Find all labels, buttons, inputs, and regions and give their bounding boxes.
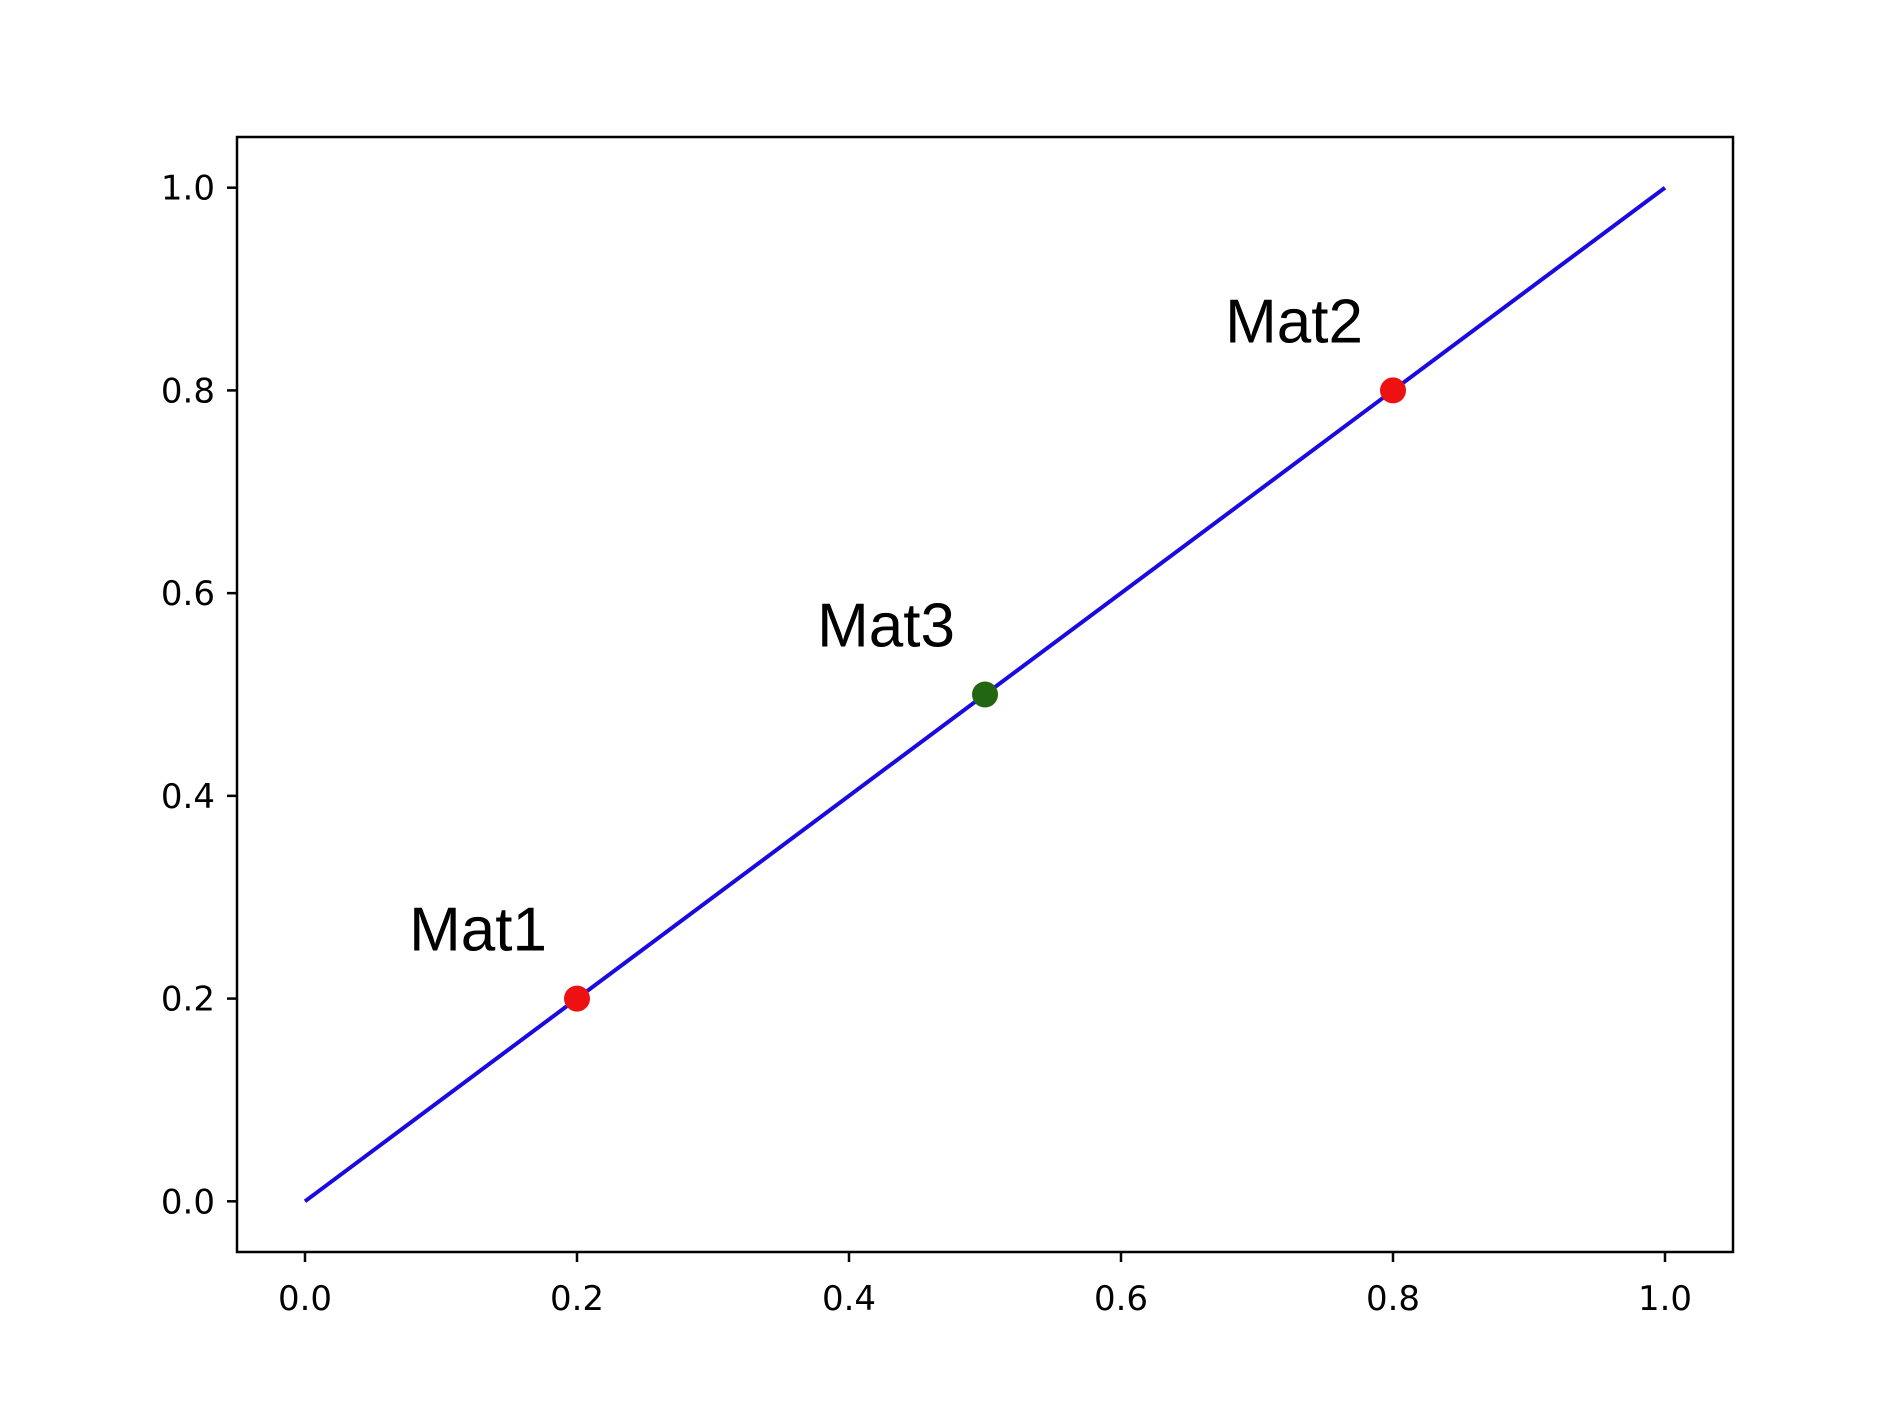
plot-area: Mat1 Mat2 Mat3 <box>303 186 1667 1203</box>
point-label-mat3: Mat3 <box>817 592 955 661</box>
data-point-mat3 <box>972 681 998 708</box>
y-tick-label: 0.2 <box>161 980 215 1020</box>
y-tick-label: 0.0 <box>161 1182 215 1222</box>
axes-frame <box>235 135 1735 1254</box>
x-axis: 0.0 0.2 0.4 0.6 0.8 1.0 <box>278 1252 1692 1319</box>
x-tick-label: 0.2 <box>550 1279 604 1319</box>
y-tick-label: 0.6 <box>161 574 215 614</box>
x-tick-label: 0.8 <box>1366 1279 1420 1319</box>
y-tick-label: 0.4 <box>161 777 215 817</box>
y-tick-label: 1.0 <box>161 169 215 209</box>
y-axis: 0.0 0.2 0.4 0.6 0.8 1.0 <box>161 169 237 1222</box>
data-point-mat2 <box>1380 377 1406 404</box>
x-tick-label: 0.6 <box>1094 1279 1148 1319</box>
x-tick-label: 1.0 <box>1638 1279 1692 1319</box>
x-tick-label: 0.4 <box>822 1279 876 1319</box>
point-label-mat1: Mat1 <box>409 896 547 965</box>
data-point-mat1 <box>564 985 590 1012</box>
y-tick-label: 0.8 <box>161 371 215 411</box>
x-tick-label: 0.0 <box>278 1279 332 1319</box>
point-label-mat2: Mat2 <box>1225 287 1363 356</box>
